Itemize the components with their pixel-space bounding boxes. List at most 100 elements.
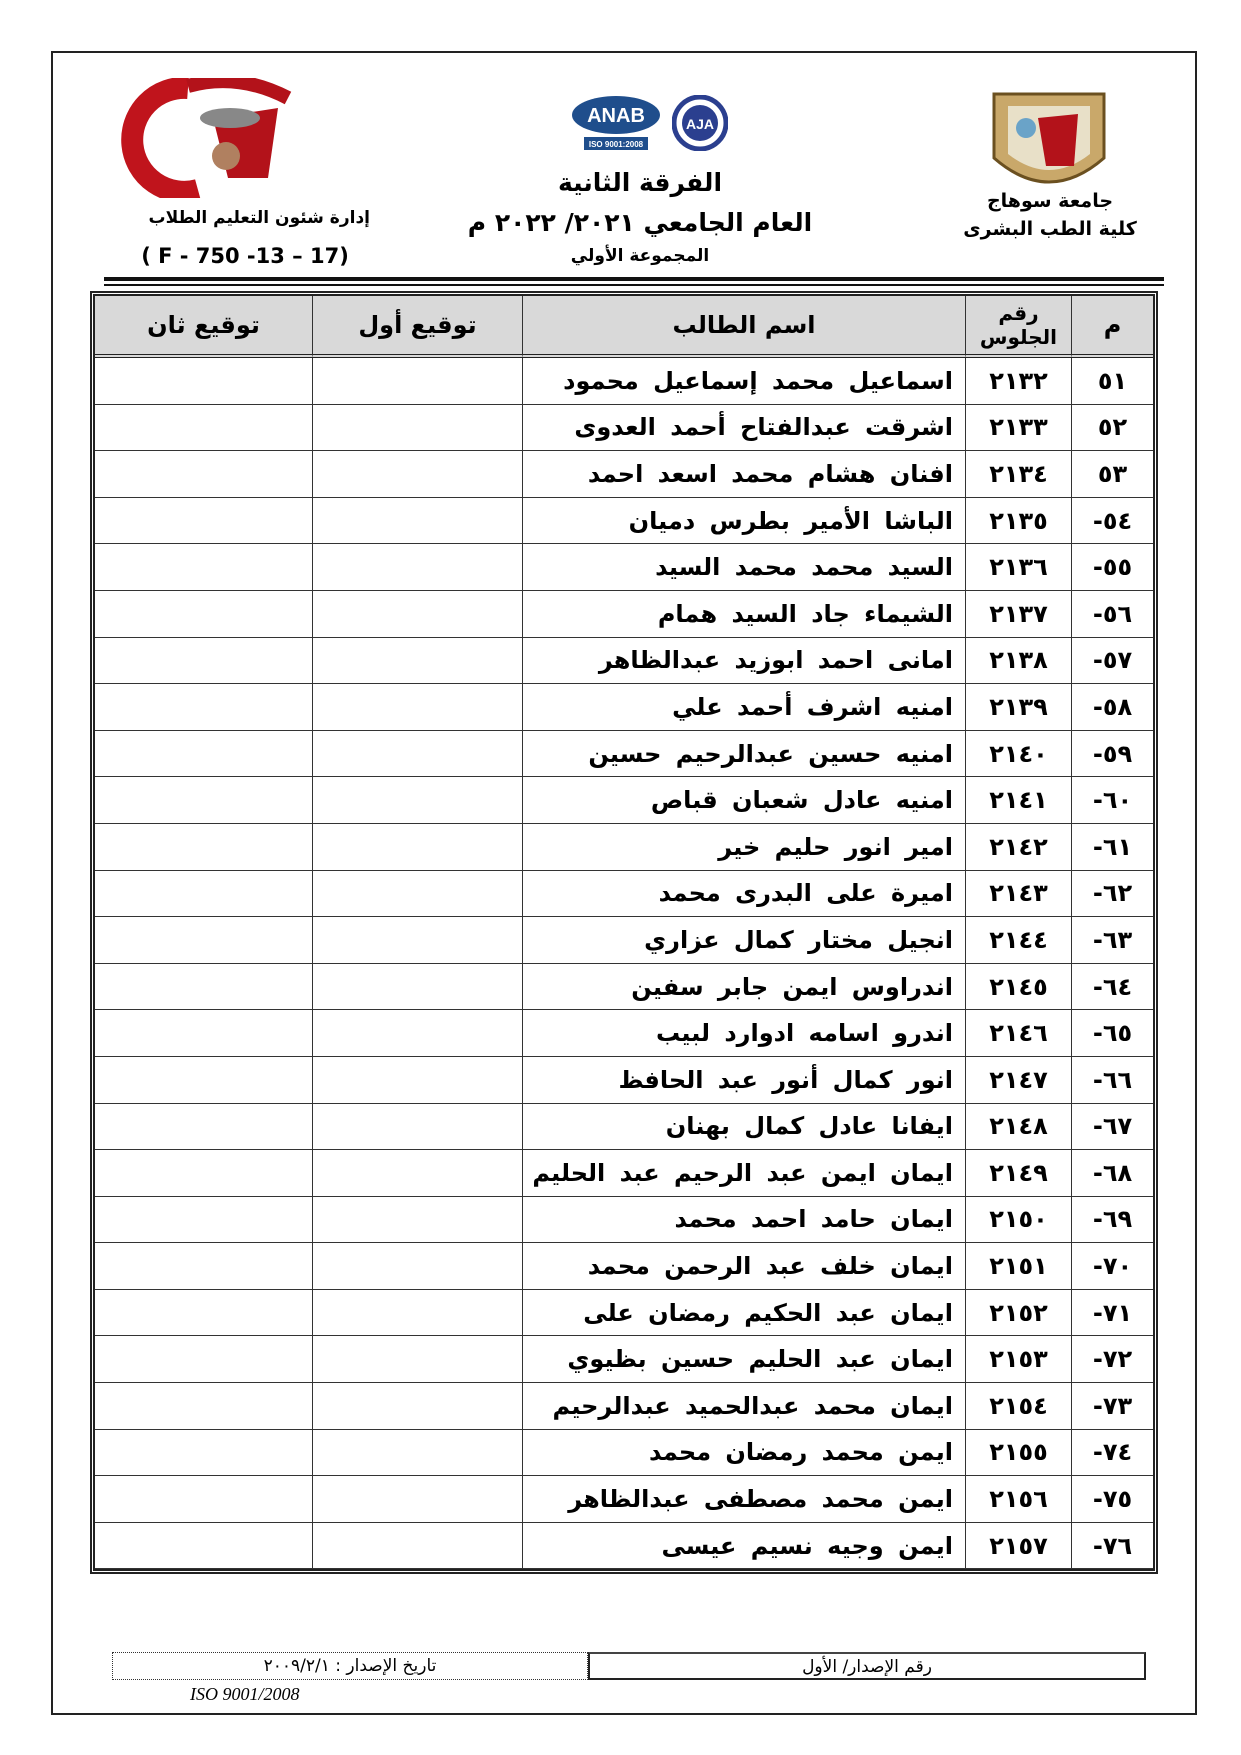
first-signature-cell[interactable] bbox=[312, 544, 522, 591]
second-signature-cell[interactable] bbox=[95, 1150, 312, 1197]
first-signature-cell[interactable] bbox=[312, 1476, 522, 1523]
row-index: ٥٣ bbox=[1071, 451, 1153, 498]
table-row: ٥٢ ٢١٣٣ اشرقت عبدالفتاح أحمد العدوى bbox=[95, 404, 1153, 452]
form-code: ( F - 750 -13 – 17) bbox=[141, 244, 349, 268]
second-signature-cell[interactable] bbox=[95, 824, 312, 871]
seat-number: ٢١٣٤ bbox=[965, 451, 1071, 498]
header-divider bbox=[104, 277, 1164, 281]
first-signature-cell[interactable] bbox=[312, 870, 522, 918]
first-signature-cell[interactable] bbox=[312, 1243, 522, 1290]
second-signature-cell[interactable] bbox=[95, 1104, 312, 1151]
issue-number-text: رقم الإصدار/ الأول bbox=[802, 1657, 932, 1677]
row-index: ٥٩- bbox=[1071, 730, 1153, 778]
second-signature-cell[interactable] bbox=[95, 451, 312, 498]
second-signature-cell[interactable] bbox=[95, 731, 312, 778]
first-signature-cell[interactable] bbox=[312, 590, 522, 638]
seat-number: ٢١٣٥ bbox=[965, 497, 1071, 545]
seat-number: ٢١٣٢ bbox=[965, 358, 1071, 405]
aja-logo-text: AJA bbox=[686, 116, 714, 132]
second-signature-cell[interactable] bbox=[95, 591, 312, 638]
table-row: ٦٤- ٢١٤٥ اندراوس ايمن جابر سفين bbox=[95, 963, 1153, 1011]
first-signature-cell[interactable] bbox=[312, 777, 522, 824]
seat-number: ٢١٥٦ bbox=[965, 1476, 1071, 1523]
sohag-university-seal bbox=[988, 88, 1110, 198]
first-signature-cell[interactable] bbox=[312, 1289, 522, 1337]
second-signature-cell[interactable] bbox=[95, 684, 312, 731]
second-signature-cell[interactable] bbox=[95, 1197, 312, 1244]
seat-number: ٢١٤٣ bbox=[965, 870, 1071, 918]
student-name: اشرقت عبدالفتاح أحمد العدوى bbox=[522, 404, 965, 452]
first-signature-cell[interactable] bbox=[312, 451, 522, 498]
first-signature-cell[interactable] bbox=[312, 963, 522, 1011]
col-header-index: م bbox=[1071, 296, 1153, 358]
table-row: ٦٥- ٢١٤٦ اندرو اسامه ادوارد لبيب bbox=[95, 1010, 1153, 1057]
seat-number: ٢١٤١ bbox=[965, 777, 1071, 824]
first-signature-cell[interactable] bbox=[312, 917, 522, 964]
second-signature-cell[interactable] bbox=[95, 1383, 312, 1430]
first-signature-cell[interactable] bbox=[312, 730, 522, 778]
second-signature-cell[interactable] bbox=[95, 1010, 312, 1057]
table-row: ٥٧- ٢١٣٨ امانى احمد ابوزيد عبدالظاهر bbox=[95, 637, 1153, 685]
row-index: ٦١- bbox=[1071, 823, 1153, 871]
table-row: ٥٤- ٢١٣٥ الباشا الأمير بطرس دميان bbox=[95, 497, 1153, 545]
first-signature-cell[interactable] bbox=[312, 1429, 522, 1477]
row-index: ٦٥- bbox=[1071, 1010, 1153, 1057]
second-signature-cell[interactable] bbox=[95, 1476, 312, 1523]
second-signature-cell[interactable] bbox=[95, 1523, 312, 1570]
row-index: ٧١- bbox=[1071, 1289, 1153, 1337]
table-row: ٦١- ٢١٤٢ امير انور حليم خير bbox=[95, 823, 1153, 871]
academic-year: العام الجامعي ٢٠٢١/ ٢٠٢٢ م bbox=[467, 208, 813, 237]
col-header-seat-number: رقم الجلوس bbox=[965, 296, 1071, 358]
seat-number: ٢١٣٦ bbox=[965, 544, 1071, 591]
first-signature-cell[interactable] bbox=[312, 404, 522, 452]
table-row: ٥٣ ٢١٣٤ افنان هشام محمد اسعد احمد bbox=[95, 451, 1153, 498]
second-signature-cell[interactable] bbox=[95, 1057, 312, 1104]
first-signature-cell[interactable] bbox=[312, 1336, 522, 1384]
second-signature-cell[interactable] bbox=[95, 498, 312, 545]
first-signature-cell[interactable] bbox=[312, 1056, 522, 1104]
student-name: امير انور حليم خير bbox=[522, 823, 965, 871]
second-signature-cell[interactable] bbox=[95, 638, 312, 685]
row-index: ٧٠- bbox=[1071, 1243, 1153, 1290]
first-signature-cell[interactable] bbox=[312, 1150, 522, 1197]
first-signature-cell[interactable] bbox=[312, 684, 522, 731]
first-signature-cell[interactable] bbox=[312, 637, 522, 685]
second-signature-cell[interactable] bbox=[95, 777, 312, 824]
student-name: ايمان عبد الحليم حسين بظيوي bbox=[522, 1336, 965, 1384]
seat-number: ٢١٤٨ bbox=[965, 1103, 1071, 1151]
student-name: اندرو اسامه ادوارد لبيب bbox=[522, 1010, 965, 1057]
second-signature-cell[interactable] bbox=[95, 871, 312, 918]
faculty-name: كلية الطب البشرى bbox=[963, 218, 1137, 240]
row-index: ٦٧- bbox=[1071, 1103, 1153, 1151]
seat-number: ٢١٥٤ bbox=[965, 1383, 1071, 1430]
row-index: ٧٦- bbox=[1071, 1522, 1153, 1570]
second-signature-cell[interactable] bbox=[95, 1336, 312, 1384]
issue-date: تاريخ الإصدار : ٢٠٠٩/٢/١ bbox=[112, 1652, 588, 1680]
second-signature-cell[interactable] bbox=[95, 1243, 312, 1290]
anab-logo-text: ANAB bbox=[587, 105, 645, 127]
first-signature-cell[interactable] bbox=[312, 1196, 522, 1244]
second-signature-cell[interactable] bbox=[95, 964, 312, 1011]
table-header-row: م رقم الجلوس اسم الطالب توقيع أول توقيع … bbox=[95, 296, 1153, 358]
first-signature-cell[interactable] bbox=[312, 823, 522, 871]
first-signature-cell[interactable] bbox=[312, 1010, 522, 1057]
first-signature-cell[interactable] bbox=[312, 1383, 522, 1430]
second-signature-cell[interactable] bbox=[95, 917, 312, 964]
seat-number: ٢١٥٧ bbox=[965, 1522, 1071, 1570]
second-signature-cell[interactable] bbox=[95, 358, 312, 405]
row-index: ٥٢ bbox=[1071, 404, 1153, 452]
second-signature-cell[interactable] bbox=[95, 405, 312, 452]
second-signature-cell[interactable] bbox=[95, 1290, 312, 1337]
first-signature-cell[interactable] bbox=[312, 497, 522, 545]
first-signature-cell[interactable] bbox=[312, 358, 522, 405]
student-name: امنيه اشرف أحمد علي bbox=[522, 684, 965, 731]
seat-number: ٢١٤٩ bbox=[965, 1150, 1071, 1197]
year-level: الفرقة الثانية bbox=[557, 168, 723, 197]
seat-number: ٢١٣٨ bbox=[965, 637, 1071, 685]
second-signature-cell[interactable] bbox=[95, 544, 312, 591]
table-row: ٥٦- ٢١٣٧ الشيماء جاد السيد همام bbox=[95, 590, 1153, 638]
table-row: ٧١- ٢١٥٢ ايمان عبد الحكيم رمضان على bbox=[95, 1289, 1153, 1337]
second-signature-cell[interactable] bbox=[95, 1430, 312, 1477]
first-signature-cell[interactable] bbox=[312, 1522, 522, 1570]
first-signature-cell[interactable] bbox=[312, 1103, 522, 1151]
